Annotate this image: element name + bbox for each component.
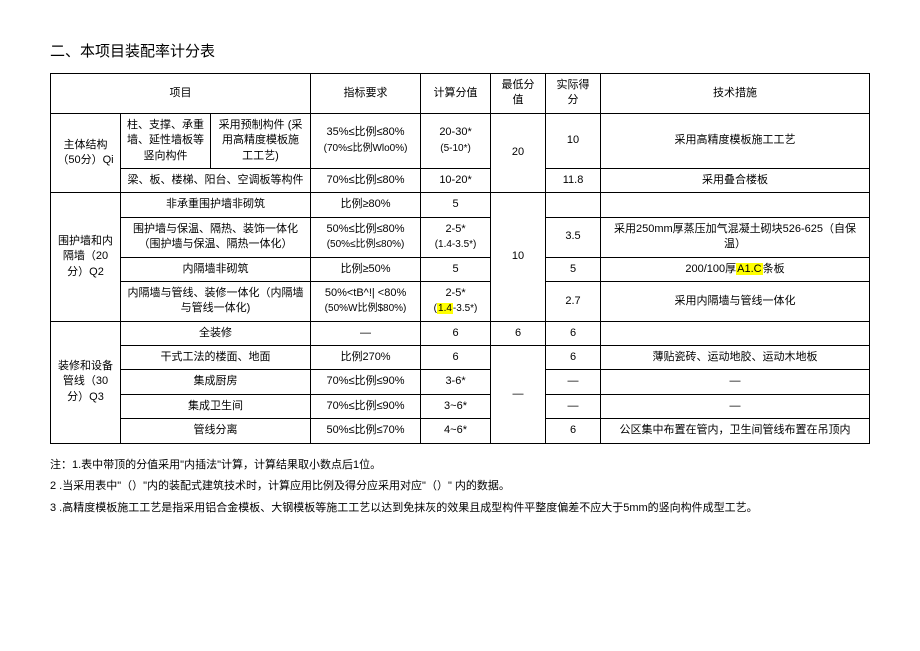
r1-item2: 采用预制构件 (采用高精度模板施工工艺) [211, 113, 311, 168]
r11-tech: 公区集中布置在管内，卫生间管线布置在吊顶内 [601, 419, 870, 443]
g2-min: 10 [491, 193, 546, 321]
table-row: 集成厨房 70%≤比例≤90% 3-6* — — [51, 370, 870, 394]
r10-actual: — [546, 394, 601, 418]
note-1: 注：1.表中带顶的分值采用"内插法"计算，计算结果取小数点后1位。 [50, 456, 870, 476]
r10-item: 集成卫生间 [121, 394, 311, 418]
g3-min: — [491, 346, 546, 444]
r1-actual: 10 [546, 113, 601, 168]
r8-tech: 薄贴瓷砖、运动地胶、运动木地板 [601, 346, 870, 370]
r11-item: 管线分离 [121, 419, 311, 443]
r2-req: 70%≤比例≤80% [311, 168, 421, 192]
table-row: 梁、板、楼梯、阳台、空调板等构件 70%≤比例≤80% 10-20* 11.8 … [51, 168, 870, 192]
r4-item: 围护墙与保温、隔热、装饰一体化（围护墙与保温、隔热一体化） [121, 217, 311, 257]
r9-item: 集成厨房 [121, 370, 311, 394]
r4-req: 50%≤比例≤80%(50%≤比例≤80%) [311, 217, 421, 257]
r9-calc: 3-6* [421, 370, 491, 394]
r10-req: 70%≤比例≤90% [311, 394, 421, 418]
g1-label: 主体结构（50分）Qi [51, 113, 121, 193]
r7-calc: 6 [421, 321, 491, 345]
r5-calc: 5 [421, 257, 491, 281]
r3-item: 非承重围护墙非砌筑 [121, 193, 311, 217]
r2-item: 梁、板、楼梯、阳台、空调板等构件 [121, 168, 311, 192]
r7-tech [601, 321, 870, 345]
r7-actual: 6 [546, 321, 601, 345]
h-calc: 计算分值 [421, 74, 491, 114]
r7-req: — [311, 321, 421, 345]
r10-tech: — [601, 394, 870, 418]
r5-req: 比例≥50% [311, 257, 421, 281]
note-2: 2 .当采用表中"（）"内的装配式建筑技术时，计算应用比例及得分应采用对应"（）… [50, 477, 870, 497]
r9-tech: — [601, 370, 870, 394]
r3-req: 比例≥80% [311, 193, 421, 217]
r3-calc: 5 [421, 193, 491, 217]
r8-item: 干式工法的楼面、地面 [121, 346, 311, 370]
table-row: 主体结构（50分）Qi 柱、支撑、承重墙、延性墙板等竖向构件 采用预制构件 (采… [51, 113, 870, 168]
r7-min: 6 [491, 321, 546, 345]
table-row: 围护墙与保温、隔热、装饰一体化（围护墙与保温、隔热一体化） 50%≤比例≤80%… [51, 217, 870, 257]
r3-actual [546, 193, 601, 217]
r11-actual: 6 [546, 419, 601, 443]
h-project: 项目 [51, 74, 311, 114]
r11-calc: 4~6* [421, 419, 491, 443]
r11-req: 50%≤比例≤70% [311, 419, 421, 443]
r6-req: 50%<tB^!| <80%(50%W比例$80%) [311, 281, 421, 321]
r1-req: 35%≤比例≤80%(70%≤比例Wlo0%) [311, 113, 421, 168]
g3-label: 装修和设备管线（30分）Q3 [51, 321, 121, 443]
g2-label: 围护墙和内隔墙（20分）Q2 [51, 193, 121, 321]
r5-item: 内隔墙非砌筑 [121, 257, 311, 281]
r1-tech: 采用高精度模板施工工艺 [601, 113, 870, 168]
table-row: 集成卫生间 70%≤比例≤90% 3~6* — — [51, 394, 870, 418]
table-row: 干式工法的楼面、地面 比例270% 6 — 6 薄贴瓷砖、运动地胶、运动木地板 [51, 346, 870, 370]
table-row: 内隔墙与管线、装修一体化（内隔墙与管线一体化) 50%<tB^!| <80%(5… [51, 281, 870, 321]
h-actual: 实际得分 [546, 74, 601, 114]
r10-calc: 3~6* [421, 394, 491, 418]
r9-req: 70%≤比例≤90% [311, 370, 421, 394]
r5-tech: 200/100厚A1.C条板 [601, 257, 870, 281]
r8-calc: 6 [421, 346, 491, 370]
h-min: 最低分值 [491, 74, 546, 114]
h-req: 指标要求 [311, 74, 421, 114]
score-table: 项目 指标要求 计算分值 最低分值 实际得分 技术措施 主体结构（50分）Qi … [50, 73, 870, 444]
note-3: 3 .高精度模板施工工艺是指采用铝合金模板、大钢模板等施工工艺以达到免抹灰的效果… [50, 499, 870, 519]
h-tech: 技术措施 [601, 74, 870, 114]
table-row: 管线分离 50%≤比例≤70% 4~6* 6 公区集中布置在管内，卫生间管线布置… [51, 419, 870, 443]
header-row: 项目 指标要求 计算分值 最低分值 实际得分 技术措施 [51, 74, 870, 114]
table-row: 内隔墙非砌筑 比例≥50% 5 5 200/100厚A1.C条板 [51, 257, 870, 281]
notes-block: 注：1.表中带顶的分值采用"内插法"计算，计算结果取小数点后1位。 2 .当采用… [50, 456, 870, 519]
r4-tech: 采用250mm厚蒸压加气混凝土砌块526-625（自保温） [601, 217, 870, 257]
r8-actual: 6 [546, 346, 601, 370]
r6-calc: 2-5*(1.4-3.5*) [421, 281, 491, 321]
g1-min: 20 [491, 113, 546, 193]
r8-req: 比例270% [311, 346, 421, 370]
table-row: 装修和设备管线（30分）Q3 全装修 — 6 6 6 [51, 321, 870, 345]
r1-item1: 柱、支撑、承重墙、延性墙板等竖向构件 [121, 113, 211, 168]
r4-actual: 3.5 [546, 217, 601, 257]
r3-tech [601, 193, 870, 217]
r6-tech: 采用内隔墙与管线一体化 [601, 281, 870, 321]
r1-calc: 20-30*(5-10*) [421, 113, 491, 168]
r4-calc: 2-5*(1.4-3.5*) [421, 217, 491, 257]
r6-item: 内隔墙与管线、装修一体化（内隔墙与管线一体化) [121, 281, 311, 321]
r7-item: 全装修 [121, 321, 311, 345]
r5-actual: 5 [546, 257, 601, 281]
r6-actual: 2.7 [546, 281, 601, 321]
r2-actual: 11.8 [546, 168, 601, 192]
table-row: 围护墙和内隔墙（20分）Q2 非承重围护墙非砌筑 比例≥80% 5 10 [51, 193, 870, 217]
r9-actual: — [546, 370, 601, 394]
r2-tech: 采用叠合楼板 [601, 168, 870, 192]
r2-calc: 10-20* [421, 168, 491, 192]
page-title: 二、本项目装配率计分表 [50, 40, 870, 61]
